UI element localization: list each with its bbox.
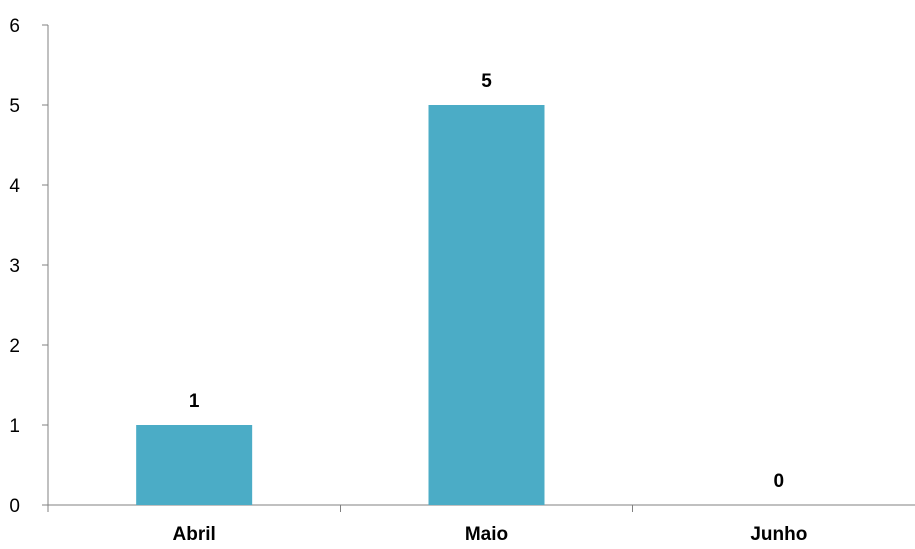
data-label: 5 [481, 71, 492, 92]
bar-abril [136, 425, 253, 505]
bars [136, 105, 545, 505]
y-tick-label: 4 [9, 176, 20, 197]
y-tick-label: 3 [9, 256, 20, 277]
y-axis: 0 1 2 3 4 5 6 [9, 16, 49, 517]
data-label: 0 [774, 471, 785, 492]
y-tick-label: 2 [9, 336, 20, 357]
y-tick-label: 0 [9, 496, 20, 517]
y-tick-label: 5 [9, 96, 20, 117]
x-axis: Abril Maio Junho [47, 504, 915, 545]
data-labels: 1 5 0 [189, 71, 784, 492]
x-tick-label: Maio [465, 524, 508, 545]
bar-maio [428, 105, 545, 505]
x-tick-label: Junho [750, 524, 807, 545]
y-tick-label: 6 [9, 16, 20, 37]
data-label: 1 [189, 391, 200, 412]
y-tick-label: 1 [9, 416, 20, 437]
x-tick-label: Abril [173, 524, 216, 545]
